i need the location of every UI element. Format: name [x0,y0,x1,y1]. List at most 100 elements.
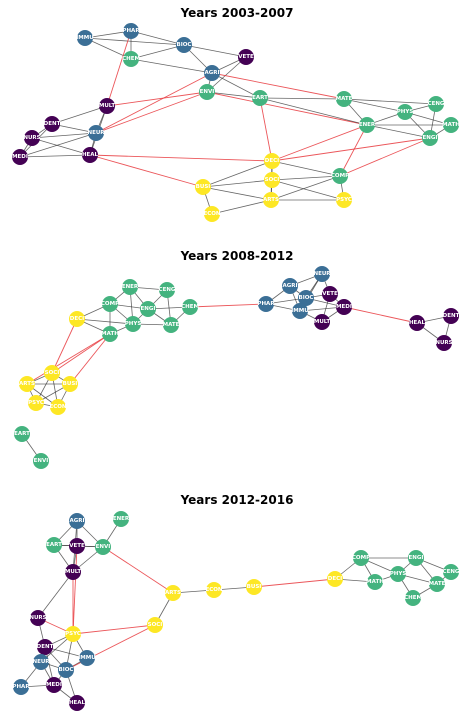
node-circle [436,335,452,351]
edge [271,175,341,181]
node-circle [258,296,274,312]
node-layer: ENER CENG COMP ENGI CHEM DECI PHYS MATE MATH PHAR… [14,266,460,469]
cross-group-edge [51,333,111,374]
node-eart: EART [14,426,30,442]
node-bioc: BIOC [58,662,74,678]
node-circle [314,314,330,330]
node-label: MATE [429,581,446,587]
node-circle [12,149,28,165]
node-circle [99,98,115,114]
node-eart: EART [46,537,62,553]
node-label: BUSI [196,184,211,190]
node-psyc: PSYC [28,395,44,411]
node-label: ARTS [165,590,181,596]
node-deci: DECI [69,311,85,327]
node-circle [204,206,220,222]
node-bioc: BIOC [176,37,192,53]
node-circle [62,376,78,392]
node-phys: PHYS [125,316,142,332]
node-circle [327,571,343,587]
edge [130,30,185,46]
node-mate: MATE [163,317,180,333]
node-label: CENG [159,287,176,293]
node-vete: VETE [238,49,254,65]
node-label: MULT [314,319,331,325]
node-label: ENVI [34,458,49,464]
edge [202,186,272,201]
node-circle [125,316,141,332]
node-engi: ENGI [422,130,438,146]
node-circle [199,84,215,100]
edge [259,97,345,100]
node-label: NEUR [32,659,50,665]
node-mate: MATE [336,91,353,107]
node-label: PHYS [125,321,142,327]
node-neur: NEUR [87,125,105,141]
node-label: ENER [359,122,376,128]
node-label: COMP [101,301,119,307]
node-label: CENG [443,569,460,575]
edge [366,124,431,139]
node-circle [19,376,35,392]
node-deci: DECI [327,571,343,587]
node-circle [30,610,46,626]
node-circle [238,49,254,65]
node-circle [367,574,383,590]
node-busi: BUSI [62,376,78,392]
node-label: ENER [122,284,139,290]
node-label: AGRI [69,518,84,524]
cross-group-edge [253,578,336,588]
node-circle [443,117,459,133]
node-ceng: CENG [443,564,460,580]
cross-group-edge [211,72,345,100]
node-circle [165,585,181,601]
node-circle [336,91,352,107]
node-heal: HEAL [69,695,86,711]
cross-group-edge [339,124,368,177]
node-circle [65,626,81,642]
node-circle [409,315,425,331]
node-label: ENVI [200,89,215,95]
node-circle [204,65,220,81]
node-econ: ECON [205,582,223,598]
node-chem: CHEM [404,590,422,606]
node-circle [443,564,459,580]
node-neur: NEUR [313,266,331,282]
node-envi: ENVI [33,453,49,469]
node-mult: MULT [99,98,115,114]
node-neur: NEUR [32,654,50,670]
node-circle [353,550,369,566]
node-label: DECI [328,576,342,582]
node-medi: MEDI [336,299,352,315]
node-circle [44,116,60,132]
node-circle [58,662,74,678]
node-label: IMMU [78,655,95,661]
edge [206,91,261,99]
node-label: PSYC [65,631,81,637]
node-heal: HEAL [409,315,426,331]
node-circle [65,564,81,580]
node-circle [14,426,30,442]
node-immu: IMMU [76,30,94,46]
node-circle [95,539,111,555]
node-circle [79,650,95,666]
node-envi: ENVI [199,84,215,100]
cross-group-edge [89,154,204,188]
node-label: NURS [29,615,46,621]
node-econ: ECON [203,206,221,222]
cross-group-edge [206,91,368,126]
node-label: COMP [352,555,370,561]
node-circle [102,296,118,312]
edge-layer [19,30,452,215]
edge [271,160,341,177]
node-econ: ECON [49,399,67,415]
node-layer: AGRI ENER EART VETE ENVI MULT NURS DENT PSYC SOCI… [12,511,460,711]
node-agri: AGRI [69,513,85,529]
node-vete: VETE [322,286,338,302]
node-circle [206,582,222,598]
node-label: NURS [435,340,452,346]
node-label: MEDI [12,154,28,160]
edge [343,98,406,113]
node-label: MATH [366,579,384,585]
node-label: BUSI [63,381,78,387]
